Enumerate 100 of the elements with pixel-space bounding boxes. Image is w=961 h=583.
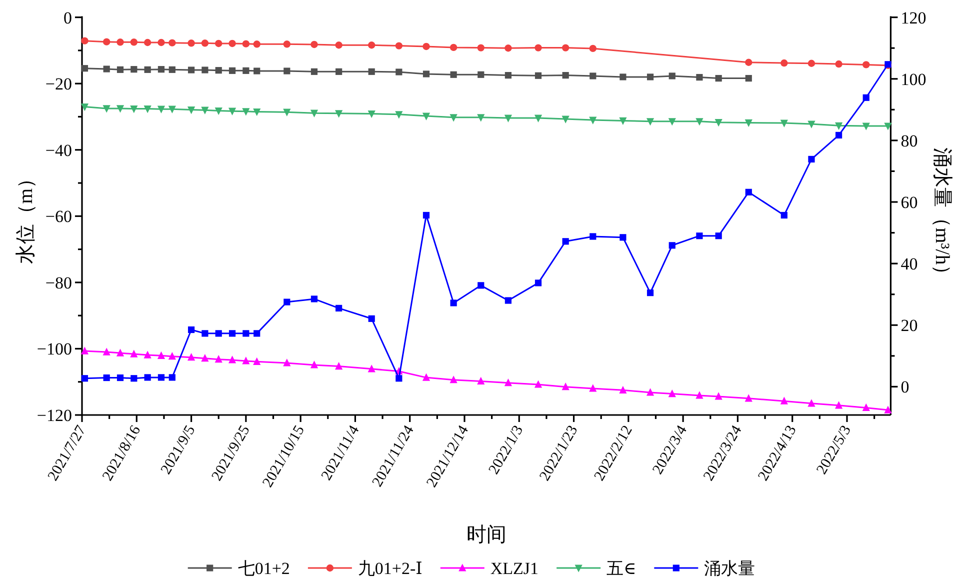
point <box>201 40 209 47</box>
point <box>589 384 597 392</box>
legend-label: 七01+2 <box>238 559 290 578</box>
point <box>745 188 752 196</box>
point <box>368 42 376 49</box>
point <box>668 389 676 398</box>
point <box>215 330 222 337</box>
point <box>157 351 166 359</box>
point <box>201 354 209 362</box>
y2-tick-label: 40 <box>900 254 918 274</box>
point <box>202 330 208 337</box>
point <box>144 105 152 114</box>
y2-tick-label: 80 <box>900 131 918 150</box>
point <box>477 44 484 52</box>
point <box>130 66 138 73</box>
point <box>646 118 654 126</box>
point <box>450 376 458 384</box>
point <box>187 106 196 114</box>
point <box>834 401 843 409</box>
point <box>254 330 260 337</box>
point <box>168 374 176 381</box>
point <box>283 358 291 366</box>
point <box>450 71 457 78</box>
point <box>422 373 430 381</box>
y2-tick-label: 100 <box>900 70 926 89</box>
point <box>450 44 458 52</box>
point <box>668 242 676 249</box>
legend-label: 九01+2-Ⅰ <box>358 559 422 578</box>
point <box>619 117 627 125</box>
point <box>228 67 236 74</box>
point <box>504 297 512 304</box>
point <box>450 300 457 306</box>
point <box>478 71 484 78</box>
point <box>103 374 110 382</box>
point <box>884 122 892 130</box>
point <box>310 296 318 302</box>
point <box>228 108 236 116</box>
point <box>780 59 788 67</box>
point <box>168 66 176 73</box>
y-tick-label: −80 <box>45 273 72 292</box>
legend-label: 五∈ <box>606 559 636 578</box>
point <box>396 375 402 382</box>
point <box>589 116 597 124</box>
point <box>450 114 458 122</box>
point <box>228 40 236 48</box>
point <box>144 374 151 381</box>
legend-label: 涌水量 <box>704 559 756 578</box>
y-tick-label: −60 <box>45 207 72 226</box>
point <box>168 352 176 360</box>
y2-tick-label: 60 <box>900 192 918 212</box>
point <box>130 375 138 382</box>
point <box>188 40 195 47</box>
point <box>157 106 166 114</box>
point <box>368 364 376 372</box>
point <box>646 289 654 296</box>
point <box>368 315 375 322</box>
point <box>395 42 403 50</box>
point <box>590 72 596 80</box>
point <box>80 103 89 112</box>
point <box>808 120 816 128</box>
point <box>744 119 752 127</box>
point <box>368 68 375 75</box>
point <box>336 304 342 312</box>
point <box>620 74 626 80</box>
point <box>808 60 816 67</box>
point <box>696 232 703 240</box>
point <box>780 212 788 219</box>
point <box>103 66 110 72</box>
point <box>562 72 569 79</box>
point <box>780 396 788 404</box>
point <box>253 108 261 116</box>
point <box>808 399 816 407</box>
point <box>335 110 343 118</box>
point <box>590 233 596 240</box>
point <box>534 280 542 286</box>
point <box>81 37 88 44</box>
point <box>335 42 342 49</box>
point <box>780 120 788 128</box>
point <box>253 40 260 48</box>
point <box>696 391 704 399</box>
point <box>534 72 542 79</box>
point <box>646 388 654 396</box>
point <box>116 105 124 113</box>
point <box>562 382 570 390</box>
point <box>214 107 222 116</box>
y2-tick-label: 0 <box>900 378 910 397</box>
point <box>242 67 250 74</box>
point <box>215 40 222 48</box>
point <box>504 44 512 52</box>
point <box>283 108 291 116</box>
point <box>310 68 318 75</box>
x-axis-title: 时间 <box>466 524 506 546</box>
y2-axis-title: 涌水量（m³/h） <box>931 148 953 285</box>
point <box>130 38 138 46</box>
point <box>158 66 165 73</box>
point <box>504 378 512 386</box>
point <box>116 38 124 46</box>
point <box>283 40 291 48</box>
point <box>534 114 542 122</box>
point <box>422 42 430 50</box>
